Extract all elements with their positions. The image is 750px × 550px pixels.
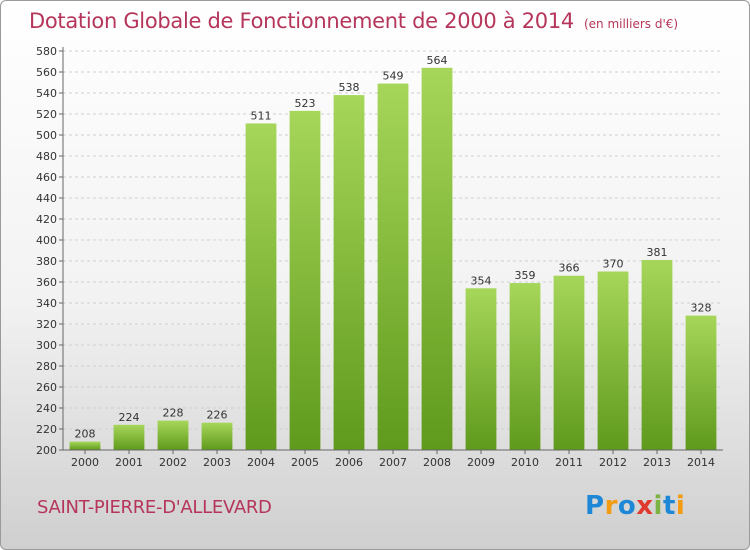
- y-tick-label: 300: [36, 339, 57, 352]
- y-tick-label: 480: [36, 150, 57, 163]
- data-label: 523: [295, 97, 316, 110]
- x-tick-label: 2008: [423, 456, 451, 469]
- y-tick-label: 360: [36, 276, 57, 289]
- x-tick-label: 2012: [599, 456, 627, 469]
- y-tick-label: 420: [36, 213, 57, 226]
- data-label: 564: [427, 54, 448, 67]
- bar: [553, 275, 585, 450]
- x-tick-label: 2000: [71, 456, 99, 469]
- bar: [641, 259, 673, 450]
- data-label: 208: [75, 428, 96, 441]
- x-tick-label: 2011: [555, 456, 583, 469]
- y-tick-label: 440: [36, 192, 57, 205]
- data-label: 511: [251, 109, 272, 122]
- bar: [597, 271, 629, 450]
- y-tick-label: 240: [36, 402, 57, 415]
- y-tick-label: 580: [36, 45, 57, 58]
- x-tick-label: 2004: [247, 456, 275, 469]
- y-tick-label: 500: [36, 129, 57, 142]
- chart-title-text: Dotation Globale de Fonctionnement de 20…: [29, 9, 574, 33]
- data-label: 538: [339, 81, 360, 94]
- data-label: 359: [515, 269, 536, 282]
- y-tick-label: 260: [36, 381, 57, 394]
- bar: [157, 420, 189, 450]
- x-tick-label: 2002: [159, 456, 187, 469]
- y-tick-label: 520: [36, 108, 57, 121]
- y-tick-label: 320: [36, 318, 57, 331]
- x-tick-label: 2007: [379, 456, 407, 469]
- bar: [465, 288, 497, 450]
- x-tick-label: 2006: [335, 456, 363, 469]
- x-tick-label: 2009: [467, 456, 495, 469]
- y-tick-label: 460: [36, 171, 57, 184]
- x-axis: 2000 2001 2002 2003 2004 2005 2006 2007 2008 2009…: [63, 449, 723, 469]
- y-tick-label: 200: [36, 444, 57, 457]
- bar: [69, 441, 101, 450]
- bar: [421, 67, 453, 451]
- chart-title: Dotation Globale de Fonctionnement de 20…: [29, 9, 678, 33]
- bar: [377, 83, 409, 451]
- proxiti-logo: Proxiti: [585, 491, 686, 521]
- bar: [245, 123, 277, 450]
- bar-series: 208 224 228 226 511 523 538 549 564 354 359 366 370 3…: [69, 54, 717, 451]
- x-tick-label: 2001: [115, 456, 143, 469]
- bar: [333, 95, 365, 450]
- commune-name: SAINT-PIERRE-D'ALLEVARD: [37, 497, 272, 518]
- bar: [201, 422, 233, 450]
- data-label: 328: [691, 302, 712, 315]
- y-tick-label: 380: [36, 255, 57, 268]
- y-tick-label: 400: [36, 234, 57, 247]
- data-label: 226: [207, 409, 228, 422]
- data-label: 228: [163, 407, 184, 420]
- y-tick-label: 540: [36, 87, 57, 100]
- y-axis: 200 220 240 260 280 300 320 340 360 380 400 420 440 4…: [36, 45, 64, 457]
- bar: [113, 424, 145, 450]
- chart-subtitle: (en milliers d'€): [583, 17, 679, 31]
- data-label: 366: [559, 262, 580, 275]
- x-tick-label: 2010: [511, 456, 539, 469]
- x-tick-label: 2014: [687, 456, 715, 469]
- data-label: 381: [647, 246, 668, 259]
- data-label: 370: [603, 258, 624, 271]
- bar: [685, 315, 717, 450]
- y-tick-label: 560: [36, 66, 57, 79]
- bar-chart: 200 220 240 260 280 300 320 340 360 380 400 420 440 4…: [36, 45, 723, 469]
- bar: [509, 283, 541, 450]
- data-label: 354: [471, 274, 492, 287]
- data-label: 549: [383, 70, 404, 83]
- bar: [289, 110, 321, 450]
- y-tick-label: 280: [36, 360, 57, 373]
- data-label: 224: [119, 411, 140, 424]
- x-tick-label: 2005: [291, 456, 319, 469]
- y-tick-label: 220: [36, 423, 57, 436]
- y-tick-label: 340: [36, 297, 57, 310]
- x-tick-label: 2013: [643, 456, 671, 469]
- x-tick-label: 2003: [203, 456, 231, 469]
